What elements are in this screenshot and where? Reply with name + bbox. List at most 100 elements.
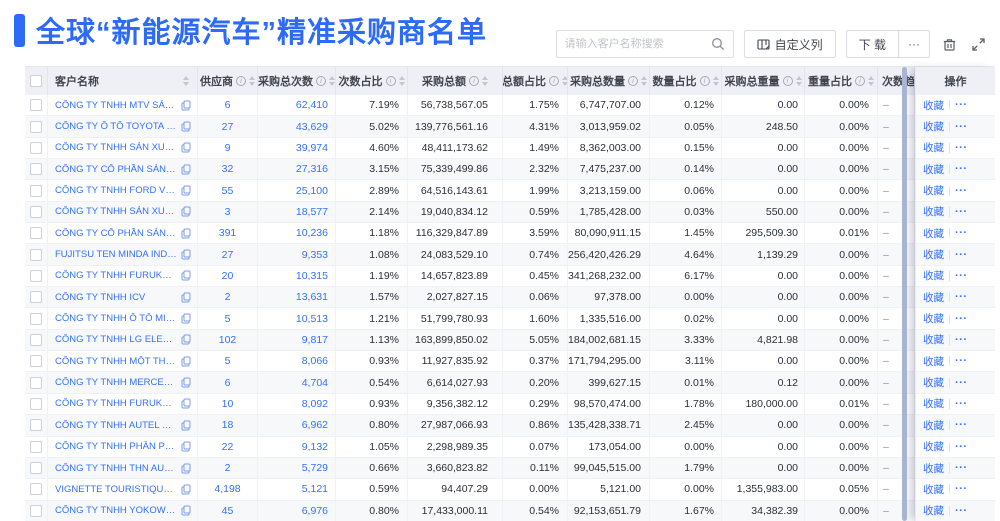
column-header-qty[interactable]: 采购总数量 i	[568, 67, 650, 95]
table-row[interactable]: FUJITSU TEN MINDA INDIA PVT... 27 9,353 …	[25, 244, 915, 266]
row-more-button[interactable]: ···	[955, 397, 968, 410]
row-checkbox[interactable]	[30, 163, 42, 176]
customer-name-link[interactable]: CÔNG TY CỔ PHẦN SẢN XUẤT...	[55, 163, 177, 175]
favorite-link[interactable]: 收藏	[923, 334, 944, 347]
sort-icon[interactable]	[249, 76, 255, 86]
favorite-link[interactable]: 收藏	[923, 462, 944, 475]
copy-icon[interactable]	[181, 420, 191, 431]
row-checkbox[interactable]	[30, 269, 42, 282]
table-row[interactable]: CÔNG TY TNHH FURUKAWA A... 20 10,315 1.1…	[25, 265, 915, 288]
favorite-link[interactable]: 收藏	[923, 163, 944, 176]
customer-name-link[interactable]: VIGNETTE TOURISTIQUE G UNI...	[55, 483, 177, 495]
customer-name-link[interactable]: CÔNG TY CỔ PHẦN SẢN XUẤT...	[55, 227, 177, 239]
info-icon[interactable]: i	[628, 76, 638, 86]
row-more-button[interactable]: ···	[955, 99, 968, 112]
row-more-button[interactable]: ···	[955, 355, 968, 368]
select-all-checkbox[interactable]	[30, 75, 42, 87]
table-row[interactable]: CÔNG TY TNHH FORD VIỆT NAM 55 25,100 2.8…	[25, 180, 915, 202]
row-checkbox[interactable]	[30, 312, 42, 325]
table-row[interactable]: CÔNG TY TNHH MERCEDES–B... 6 4,704 0.54%…	[25, 372, 915, 394]
row-more-button[interactable]: ···	[955, 504, 968, 517]
favorite-link[interactable]: 收藏	[923, 505, 944, 518]
copy-icon[interactable]	[181, 206, 191, 217]
table-row[interactable]: CÔNG TY TNHH MỘT THÀNH V... 5 8,066 0.93…	[25, 351, 915, 373]
customer-name-link[interactable]: CÔNG TY TNHH THN AUTOPAR...	[55, 462, 177, 474]
column-header-qty_pct[interactable]: 数量占比 i	[650, 67, 722, 95]
column-header-count[interactable]: 采购总次数 i	[258, 67, 336, 95]
row-more-button[interactable]: ···	[955, 120, 968, 133]
sort-icon[interactable]	[398, 76, 405, 86]
customer-name-link[interactable]: CÔNG TY TNHH SẢN XUẤT VÀ ...	[55, 206, 177, 218]
table-row[interactable]: CÔNG TY TNHH SẢN XUẤT VÀ ... 3 18,577 2.…	[25, 201, 915, 224]
copy-icon[interactable]	[181, 142, 191, 153]
favorite-link[interactable]: 收藏	[923, 206, 944, 219]
column-header-amount_pct[interactable]: 总额占比 i	[503, 67, 568, 95]
customer-name-link[interactable]: CÔNG TY TNHH SẢN XUẤT VÀ ...	[55, 142, 177, 154]
copy-icon[interactable]	[181, 463, 191, 474]
row-checkbox[interactable]	[30, 483, 42, 496]
table-row[interactable]: CÔNG TY TNHH FURUKAWA A... 10 8,092 0.93…	[25, 393, 915, 416]
customer-name-link[interactable]: CÔNG TY TNHH FORD VIỆT NAM	[55, 185, 177, 197]
search-input[interactable]	[564, 38, 711, 50]
table-row[interactable]: CÔNG TY TNHH Ô TÔ MITSUBI... 5 10,513 1.…	[25, 308, 915, 330]
row-more-button[interactable]: ···	[955, 419, 968, 432]
favorite-link[interactable]: 收藏	[923, 227, 944, 240]
favorite-link[interactable]: 收藏	[923, 441, 944, 454]
copy-icon[interactable]	[181, 249, 191, 260]
favorite-link[interactable]: 收藏	[923, 377, 944, 390]
row-checkbox[interactable]	[30, 355, 42, 368]
table-row[interactable]: CÔNG TY TNHH ICV 2 13,631 1.57% 2,027,82…	[25, 287, 915, 309]
row-more-button[interactable]: ···	[955, 248, 968, 261]
sort-icon[interactable]	[641, 76, 647, 86]
customer-name-link[interactable]: CÔNG TY TNHH ICV	[55, 291, 146, 303]
info-icon[interactable]: i	[316, 76, 326, 86]
column-header-name[interactable]: 客户名称	[48, 67, 198, 95]
row-checkbox[interactable]	[30, 205, 42, 218]
favorite-link[interactable]: 收藏	[923, 313, 944, 326]
table-row[interactable]: CÔNG TY Ô TÔ TOYOTA VIỆT ... 27 43,629 5…	[25, 116, 915, 138]
customer-name-link[interactable]: CÔNG TY TNHH FURUKAWA A...	[55, 398, 177, 410]
info-icon[interactable]: i	[385, 76, 396, 86]
column-header-count_pct[interactable]: 次数占比 i	[336, 67, 408, 95]
customer-name-link[interactable]: CÔNG TY TNHH MERCEDES–B...	[55, 377, 177, 389]
table-row[interactable]: CÔNG TY TNHH THN AUTOPAR... 2 5,729 0.66…	[25, 457, 915, 480]
sort-icon[interactable]	[562, 76, 567, 86]
customer-name-link[interactable]: CÔNG TY TNHH MỘT THÀNH V...	[55, 355, 177, 367]
customize-columns-button[interactable]: 自定义列	[743, 30, 836, 58]
column-header-amount[interactable]: 采购总额 i	[408, 67, 503, 95]
trash-button[interactable]	[940, 35, 959, 54]
copy-icon[interactable]	[181, 121, 191, 132]
row-checkbox[interactable]	[30, 462, 42, 475]
row-checkbox[interactable]	[30, 99, 42, 112]
copy-icon[interactable]	[181, 164, 191, 175]
customer-name-link[interactable]: CÔNG TY TNHH Ô TÔ MITSUBI...	[55, 313, 177, 325]
favorite-link[interactable]: 收藏	[923, 291, 944, 304]
row-more-button[interactable]: ···	[955, 333, 968, 346]
row-checkbox[interactable]	[30, 120, 42, 133]
customer-name-link[interactable]: CÔNG TY TNHH YOKOWO VIỆT...	[55, 505, 177, 517]
customer-name-link[interactable]: CÔNG TY TNHH FURUKAWA A...	[55, 270, 177, 282]
copy-icon[interactable]	[181, 505, 191, 516]
table-row[interactable]: CÔNG TY TNHH MTV SẢN XUẤ... 6 62,410 7.1…	[25, 95, 915, 117]
row-checkbox[interactable]	[30, 376, 42, 389]
info-icon[interactable]: i	[699, 76, 710, 86]
row-checkbox[interactable]	[30, 141, 42, 154]
row-more-button[interactable]: ···	[955, 141, 968, 154]
favorite-link[interactable]: 收藏	[923, 99, 944, 112]
column-header-vendor[interactable]: 供应商 i	[198, 67, 258, 95]
favorite-link[interactable]: 收藏	[923, 142, 944, 155]
info-icon[interactable]: i	[549, 76, 559, 86]
row-more-button[interactable]: ···	[955, 376, 968, 389]
row-checkbox[interactable]	[30, 227, 42, 240]
customer-name-link[interactable]: CÔNG TY TNHH AUTEL VIỆT N...	[55, 419, 177, 431]
copy-icon[interactable]	[181, 228, 191, 239]
info-icon[interactable]: i	[469, 76, 479, 86]
table-row[interactable]: CÔNG TY TNHH LG ELECTRON... 102 9,817 1.…	[25, 329, 915, 352]
table-row[interactable]: CÔNG TY TNHH YOKOWO VIỆT... 45 6,976 0.8…	[25, 500, 915, 521]
copy-icon[interactable]	[181, 313, 191, 324]
copy-icon[interactable]	[181, 334, 191, 345]
copy-icon[interactable]	[181, 377, 191, 388]
copy-icon[interactable]	[181, 270, 191, 281]
toolbar-more-button[interactable]: ···	[899, 30, 930, 58]
row-more-button[interactable]: ···	[955, 163, 968, 176]
